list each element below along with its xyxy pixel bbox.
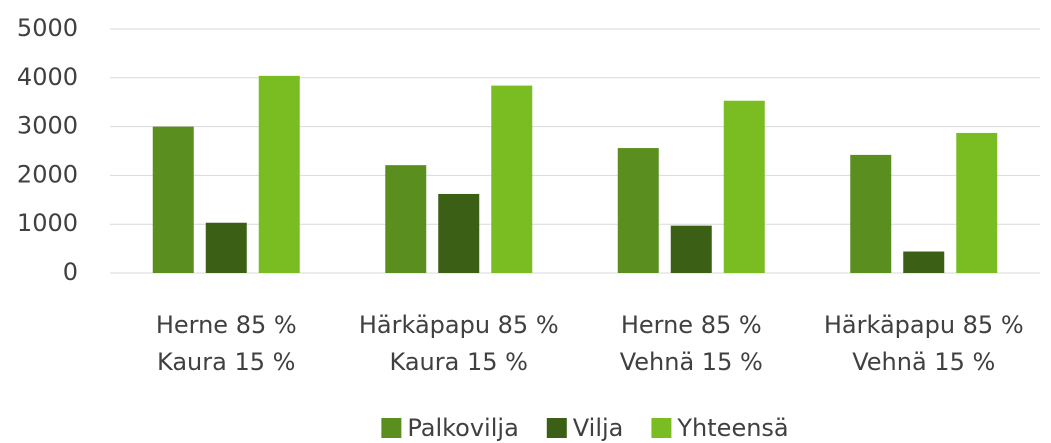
x-tick-label: Härkäpapu 85 %: [824, 311, 1024, 339]
legend-label: Palkovilja: [407, 414, 518, 442]
bar: [670, 225, 712, 273]
y-tick-label: 3000: [17, 112, 78, 140]
y-tick-label: 0: [63, 258, 78, 286]
bar: [205, 222, 247, 273]
y-tick-label: 2000: [17, 160, 78, 188]
x-tick-label: Vehnä 15 %: [852, 348, 995, 376]
legend-swatch: [651, 418, 672, 438]
bar: [956, 132, 998, 273]
x-tick-label: Kaura 15 %: [157, 348, 295, 376]
legend-swatch: [546, 418, 567, 438]
bar: [152, 126, 194, 273]
bar: [491, 85, 533, 273]
bar: [903, 251, 945, 273]
bar: [850, 154, 892, 273]
bar: [617, 148, 659, 273]
y-tick-label: 5000: [17, 14, 78, 42]
x-tick-label: Härkäpapu 85 %: [359, 311, 559, 339]
y-tick-label: 1000: [17, 209, 78, 237]
legend-label: Yhteensä: [676, 414, 788, 442]
bar: [385, 165, 427, 273]
x-tick-label: Vehnä 15 %: [620, 348, 763, 376]
x-tick-label: Herne 85 %: [156, 311, 297, 339]
x-tick-label: Herne 85 %: [621, 311, 762, 339]
bar: [258, 75, 300, 274]
x-tick-label: Kaura 15 %: [390, 348, 528, 376]
bar: [723, 100, 765, 274]
legend-label: Vilja: [573, 414, 624, 442]
bar: [438, 193, 480, 273]
y-tick-label: 4000: [17, 63, 78, 91]
legend-swatch: [381, 418, 402, 438]
